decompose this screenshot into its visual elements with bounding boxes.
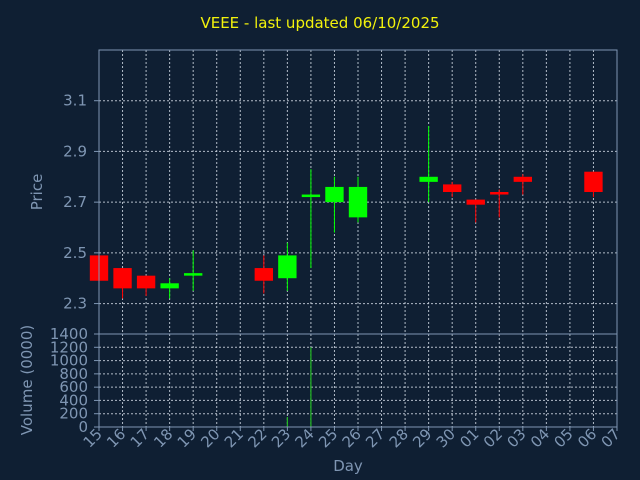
candle-body xyxy=(325,186,344,203)
volume-axis-label: Volume (0000) xyxy=(18,325,36,435)
x-tick-label: 23 xyxy=(268,425,294,451)
candle-body xyxy=(254,268,274,281)
x-tick-label: 27 xyxy=(362,425,388,451)
price-tick-label: 2.9 xyxy=(63,142,87,160)
x-tick-label: 05 xyxy=(551,425,577,451)
candle-body xyxy=(490,192,509,195)
volume-tick-label: 1200 xyxy=(50,338,88,356)
x-tick-label: 28 xyxy=(386,425,412,451)
price-axis-label: Price xyxy=(28,174,46,211)
price-tick-label: 3.1 xyxy=(63,92,87,110)
x-axis-label: Day xyxy=(333,457,363,475)
x-tick-label: 25 xyxy=(315,425,341,451)
candle xyxy=(254,255,274,294)
candle-body xyxy=(183,273,203,276)
candle-body xyxy=(278,255,297,279)
candle-body xyxy=(301,194,321,198)
volume-tick-label: 1400 xyxy=(50,325,88,343)
candle xyxy=(325,176,344,233)
candle-body xyxy=(584,171,603,192)
candle xyxy=(160,278,179,299)
candle xyxy=(490,189,509,218)
chart-title: VEEE - last updated 06/10/2025 xyxy=(200,14,440,32)
x-tick-label: 04 xyxy=(527,425,553,451)
x-tick-label: 19 xyxy=(174,425,200,451)
x-tick-label: 24 xyxy=(292,425,318,451)
x-tick-label: 18 xyxy=(150,425,176,451)
price-tick-label: 2.5 xyxy=(63,244,87,262)
candle xyxy=(183,250,203,291)
candle xyxy=(301,169,321,269)
x-tick-label: 16 xyxy=(103,425,129,451)
candle xyxy=(442,181,462,198)
price-tick-label: 2.3 xyxy=(63,295,87,313)
price-tick-label: 2.7 xyxy=(63,193,87,211)
x-tick-label: 17 xyxy=(127,425,153,451)
x-tick-label: 29 xyxy=(409,425,435,451)
x-tick-label: 06 xyxy=(574,425,600,451)
candle-body xyxy=(466,199,485,205)
volume-tick-label: 600 xyxy=(59,378,88,396)
volume-tick-label: 200 xyxy=(59,405,88,423)
x-tick-label: 30 xyxy=(433,425,459,451)
candle xyxy=(513,174,533,195)
x-tick-label: 22 xyxy=(244,425,270,451)
volume-bars xyxy=(286,347,312,427)
candle xyxy=(348,176,368,223)
volume-tick-label: 400 xyxy=(59,391,88,409)
candles xyxy=(89,126,603,299)
volume-grid xyxy=(98,333,618,428)
volume-tick-label: 0 xyxy=(78,418,88,436)
price-y-ticks: 2.3 2.5 2.7 2.9 3.1 xyxy=(63,92,99,313)
candle-body xyxy=(113,268,132,289)
x-tick-label: 02 xyxy=(480,425,506,451)
x-tick-label: 26 xyxy=(339,425,365,451)
candle-body xyxy=(419,176,438,182)
candle xyxy=(466,199,485,223)
candle xyxy=(584,171,603,198)
x-ticks: 1516171819202122232425262728293001020304… xyxy=(80,425,624,451)
candle-body xyxy=(513,176,533,182)
candle-body xyxy=(442,184,462,192)
candle-body xyxy=(136,275,156,289)
volume-tick-label: 1000 xyxy=(50,352,88,370)
x-tick-label: 20 xyxy=(197,425,223,451)
candle-body xyxy=(160,283,179,289)
volume-tick-label: 800 xyxy=(59,365,88,383)
candle xyxy=(136,275,156,296)
candle xyxy=(113,268,132,299)
x-tick-label: 03 xyxy=(503,425,529,451)
candle xyxy=(278,242,297,291)
x-tick-label: 07 xyxy=(598,425,624,451)
x-tick-label: 01 xyxy=(456,425,482,451)
candle xyxy=(419,126,438,203)
candle-body xyxy=(348,186,368,218)
x-tick-label: 21 xyxy=(221,425,247,451)
